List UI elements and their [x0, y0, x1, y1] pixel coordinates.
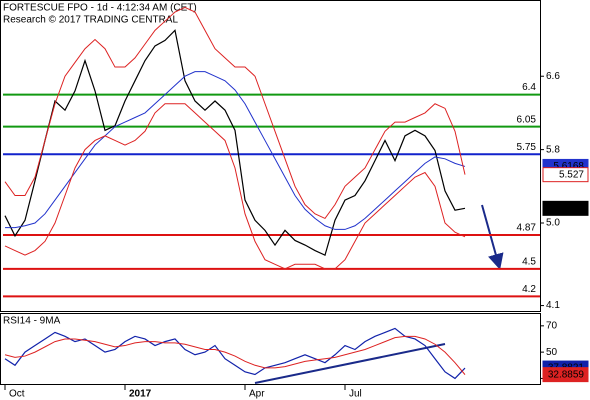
- series-line: [4, 103, 466, 270]
- chart-title: FORTESCUE FPO - 1d - 4:12:34 AM (CET): [3, 3, 197, 14]
- series-line: [4, 6, 466, 220]
- x-tick-label: 2017: [129, 389, 152, 400]
- value-tag: [542, 367, 589, 383]
- price-panel: [0, 0, 541, 312]
- y-tick-label: 5.0: [546, 218, 560, 229]
- rsi-panel: [0, 313, 541, 385]
- x-tick-label: Oct: [9, 389, 25, 400]
- x-tick-label: Jul: [349, 389, 362, 400]
- y-tick-label: 4.1: [546, 300, 560, 311]
- series-line: [4, 335, 466, 375]
- level-label: 4.87: [517, 223, 537, 234]
- y-tick-label: 70: [546, 320, 558, 331]
- level-label: 5.75: [517, 142, 537, 153]
- rsi-title: RSI14 - 9MA: [3, 316, 61, 327]
- value-tag: [542, 167, 589, 183]
- level-label: 4.5: [522, 257, 536, 268]
- series-line: [5, 71, 466, 230]
- rsi-trendline: [254, 343, 446, 384]
- level-label: 4.2: [522, 284, 536, 295]
- value-tag-label: 5.16: [565, 203, 585, 214]
- level-label: 6.05: [517, 114, 537, 125]
- series-line: [4, 29, 466, 256]
- value-tag-label: 32.8859: [548, 369, 585, 380]
- x-tick-label: Apr: [249, 389, 265, 400]
- value-tag-label: 5.527: [559, 169, 584, 180]
- y-tick-label: 5.8: [546, 144, 560, 155]
- y-tick-label: 50: [546, 347, 558, 358]
- level-label: 6.4: [522, 82, 536, 93]
- y-tick-label: 6.6: [546, 71, 560, 82]
- value-tag: [542, 200, 589, 216]
- value-tag-label: 5.6168: [553, 161, 584, 172]
- chart-subtitle: Research © 2017 TRADING CENTRAL: [3, 15, 178, 26]
